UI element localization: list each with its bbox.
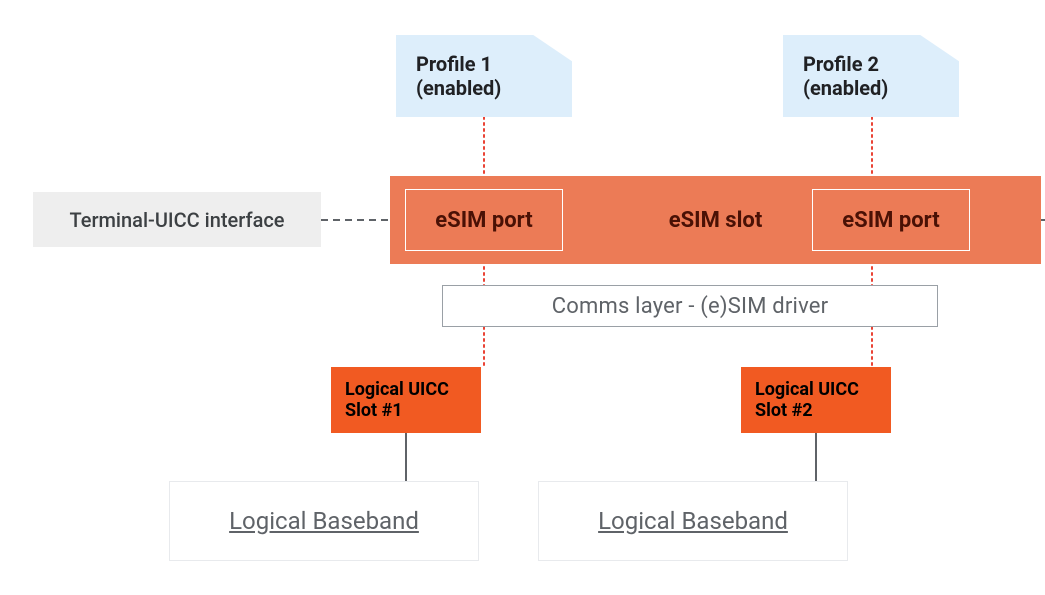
logical-uicc-slot-2: Logical UICC Slot #2 bbox=[741, 367, 891, 433]
profile-2-title: Profile 2 bbox=[803, 52, 959, 76]
esim-port-left: eSIM port bbox=[405, 189, 563, 251]
profile-2-status: (enabled) bbox=[803, 76, 959, 100]
profile-1-title: Profile 1 bbox=[416, 52, 572, 76]
terminal-uicc-label: Terminal-UICC interface bbox=[33, 192, 321, 247]
comms-layer: Comms layer - (e)SIM driver bbox=[442, 285, 938, 327]
terminal-uicc-text: Terminal-UICC interface bbox=[69, 208, 284, 232]
uicc1-line1: Logical UICC bbox=[345, 379, 467, 400]
uicc2-line2: Slot #2 bbox=[755, 400, 877, 421]
profile-2-box: Profile 2 (enabled) bbox=[783, 35, 959, 117]
logical-baseband-2: Logical Baseband bbox=[538, 481, 848, 561]
baseband-2-label: Logical Baseband bbox=[598, 507, 788, 535]
esim-slot-label: eSIM slot bbox=[669, 208, 763, 233]
profile-1-status: (enabled) bbox=[416, 76, 572, 100]
logical-baseband-1: Logical Baseband bbox=[169, 481, 479, 561]
uicc1-line2: Slot #1 bbox=[345, 400, 467, 421]
baseband-1-label: Logical Baseband bbox=[229, 507, 419, 535]
profile-1-box: Profile 1 (enabled) bbox=[396, 35, 572, 117]
comms-layer-label: Comms layer - (e)SIM driver bbox=[552, 294, 829, 319]
logical-uicc-slot-1: Logical UICC Slot #1 bbox=[331, 367, 481, 433]
uicc2-line1: Logical UICC bbox=[755, 379, 877, 400]
esim-port-right: eSIM port bbox=[812, 189, 970, 251]
esim-port-right-label: eSIM port bbox=[842, 208, 939, 233]
esim-port-left-label: eSIM port bbox=[435, 208, 532, 233]
